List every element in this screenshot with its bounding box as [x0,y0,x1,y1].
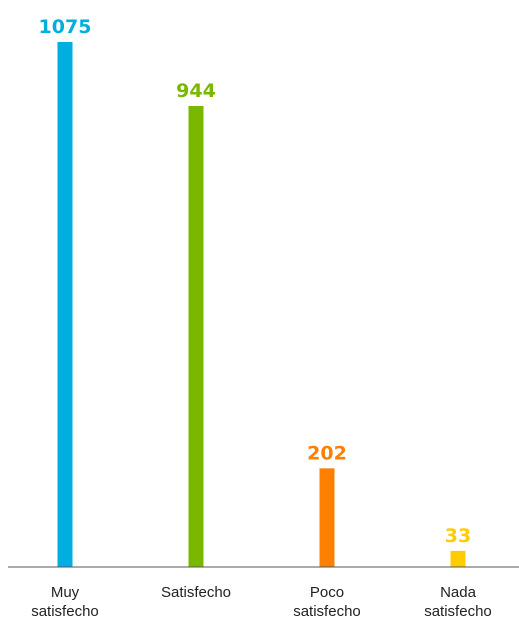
bar-3 [450,550,466,567]
value-label-0: 1075 [39,16,92,38]
value-label-1: 944 [176,80,216,102]
category-label-0-line-1: satisfecho [31,603,99,619]
bar-0 [57,42,73,567]
value-labels-group: 1075 944 202 33 [39,16,472,547]
value-label-2: 202 [307,442,347,464]
bar-2 [319,468,335,567]
category-label-3-line-1: satisfecho [424,603,492,619]
category-label-1-line-0: Satisfecho [161,584,231,601]
category-label-0-line-0: Muy [51,584,80,601]
category-labels-group: Muy satisfecho Satisfecho Poco satisfecho Nad… [31,584,492,619]
bar-1 [188,105,204,567]
category-label-3-line-0: Nada [440,584,477,601]
value-label-3: 33 [445,525,471,547]
category-label-2-line-1: satisfecho [293,603,361,619]
category-label-2-line-0: Poco [310,584,344,601]
bars-group [57,42,466,567]
